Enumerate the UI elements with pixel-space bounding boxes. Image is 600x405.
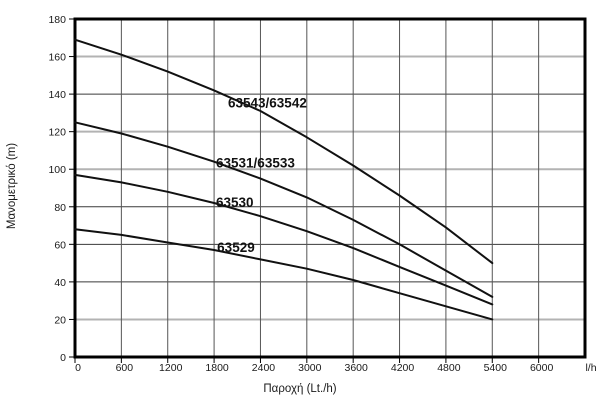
y-tick-label-160: 160 [48, 52, 66, 64]
y-tick-label-140: 140 [48, 89, 66, 101]
y-tick-label-80: 80 [54, 202, 66, 214]
curve-63530 [74, 173, 494, 306]
x-axis-title: Παροχή (Lt./h) [263, 383, 337, 395]
y-tick-label-100: 100 [48, 164, 66, 176]
curve-label-63543-63542: 63543/63542 [228, 95, 307, 110]
curve-label-63531-63533: 63531/63533 [216, 155, 295, 170]
curve-63543-63542 [74, 38, 494, 265]
y-tick-label-120: 120 [48, 127, 66, 139]
x-tick-label-4200: 4200 [391, 362, 415, 374]
x-tick-label-1800: 1800 [205, 362, 229, 374]
x-tick-label-3000: 3000 [298, 362, 322, 374]
y-tick-label-0: 0 [60, 352, 66, 364]
plot-border [73, 17, 587, 359]
curve-63529 [74, 228, 494, 321]
x-tick-label-6000: 6000 [530, 362, 554, 374]
x-tick-label-2400: 2400 [252, 362, 276, 374]
curve-label-63530: 63530 [216, 195, 254, 210]
y-tick-label-20: 20 [54, 314, 66, 326]
x-unit-label: l/h [585, 362, 596, 374]
y-tick-label-180: 180 [48, 14, 66, 26]
y-tick-label-40: 40 [54, 277, 66, 289]
x-tick-label-3600: 3600 [345, 362, 369, 374]
x-tick-label-1200: 1200 [159, 362, 183, 374]
curve-63531-63533 [74, 121, 494, 298]
x-tick-label-600: 600 [116, 362, 134, 374]
x-tick-label-5400: 5400 [484, 362, 508, 374]
x-tick-label-0: 0 [75, 362, 81, 374]
curve-label-63529: 63529 [217, 240, 255, 255]
x-tick-label-4800: 4800 [437, 362, 461, 374]
y-tick-label-60: 60 [54, 239, 66, 251]
y-axis-title: Μανομετρικό (m) [6, 142, 18, 230]
